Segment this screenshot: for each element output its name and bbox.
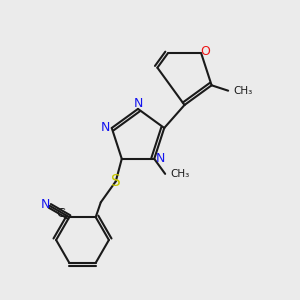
Text: S: S bbox=[111, 174, 121, 189]
Text: O: O bbox=[200, 44, 210, 58]
Text: N: N bbox=[40, 198, 50, 211]
Text: C: C bbox=[56, 207, 65, 220]
Text: N: N bbox=[133, 97, 143, 110]
Text: N: N bbox=[155, 152, 165, 165]
Text: CH₃: CH₃ bbox=[171, 169, 190, 179]
Text: CH₃: CH₃ bbox=[234, 86, 253, 96]
Text: N: N bbox=[101, 122, 110, 134]
